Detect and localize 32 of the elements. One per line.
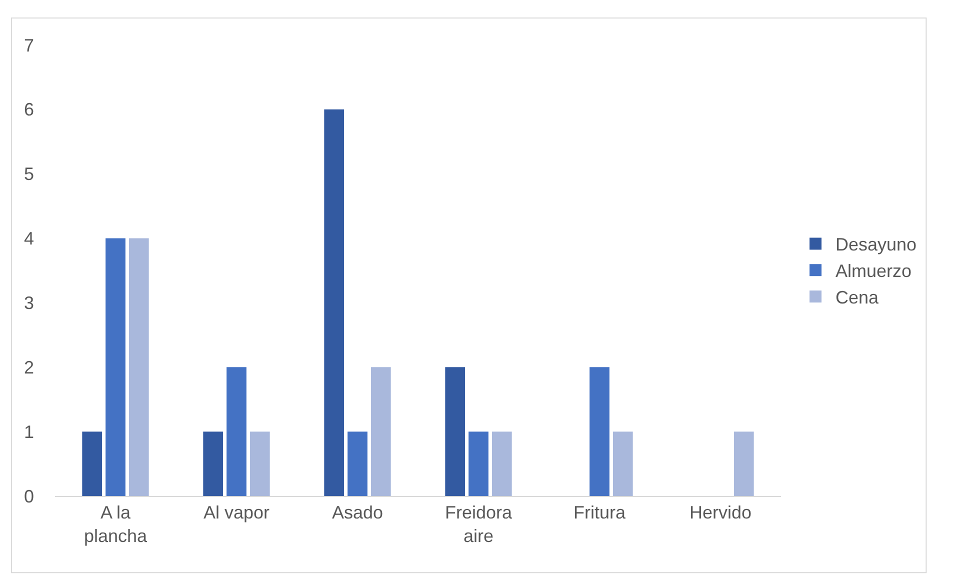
bar — [734, 432, 754, 496]
bar — [128, 238, 149, 496]
y-tick-label: 5 — [24, 164, 34, 184]
x-tick-label: Freidora aire — [444, 502, 513, 546]
bar — [370, 367, 391, 496]
x-tick-label: Hervido — [689, 502, 752, 523]
bar — [324, 109, 344, 496]
bar — [106, 238, 126, 496]
bar — [468, 432, 488, 496]
y-tick-label: 3 — [24, 293, 34, 314]
y-tick-label: 4 — [24, 228, 34, 249]
legend-label: Desayuno — [836, 234, 917, 255]
y-tick-label: 6 — [24, 100, 34, 120]
bar — [590, 367, 610, 496]
x-tick-label: Al vapor — [203, 502, 270, 523]
x-tick-label: A la plancha — [84, 502, 148, 546]
y-tick-label: 2 — [24, 357, 34, 378]
bar — [250, 432, 270, 496]
y-tick-label: 7 — [24, 35, 34, 56]
legend-label: Cena — [836, 288, 880, 308]
legend-label: Almuerzo — [836, 261, 912, 282]
y-tick-label: 0 — [24, 486, 34, 506]
bar — [348, 432, 368, 496]
bar — [612, 432, 633, 496]
bar — [492, 432, 512, 496]
x-tick-label: Fritura — [573, 502, 626, 523]
bar — [445, 367, 466, 496]
y-tick-label: 1 — [24, 422, 34, 442]
bar — [226, 367, 246, 496]
bar — [203, 432, 224, 496]
bar — [82, 432, 102, 496]
x-tick-label: Asado — [332, 502, 384, 523]
